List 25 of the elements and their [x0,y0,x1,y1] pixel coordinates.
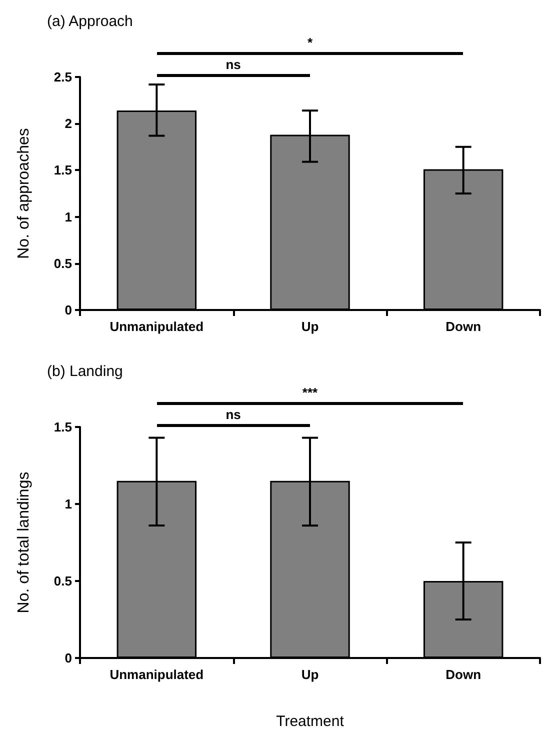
text: *** [302,385,318,400]
text: ns [226,57,241,72]
y-tick-label: 1.5 [54,162,72,178]
chart-title: (a) Approach [47,13,133,30]
y-tick-label: 0 [64,650,72,666]
chart-title: (b) Landing [47,363,123,380]
y-tick-label: 2 [64,116,72,132]
y-axis-title: No. of total landings [16,472,32,614]
text: ns [226,407,241,422]
y-tick-label: 1 [64,496,72,512]
y-tick-label: 0.5 [54,574,72,588]
y-tick-label: 1.5 [54,420,72,434]
text: * [307,35,313,50]
y-axis-title: No. of approaches [16,128,32,259]
x-tick-label: Up [301,319,319,334]
x-tick-label: Up [301,667,319,682]
y-tick-label: 2.5 [54,70,72,84]
x-tick-label: Down [446,667,482,682]
x-axis-title: Treatment [276,713,345,730]
x-tick-label: Unmanipulated [110,319,204,334]
y-tick-label: 1 [64,209,72,224]
x-tick-label: Unmanipulated [110,667,204,682]
y-tick-label: 0 [64,302,72,318]
y-tick-label: 0.5 [54,256,72,271]
x-tick-label: Down [446,319,482,334]
